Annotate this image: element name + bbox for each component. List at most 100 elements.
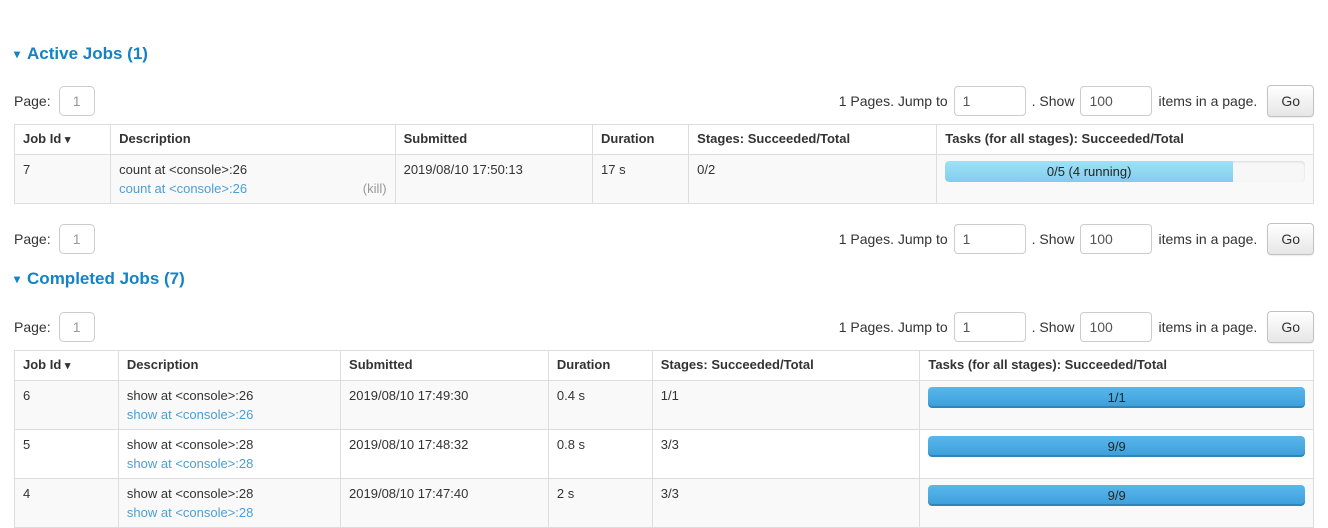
completed-jobs-title: Completed Jobs (7) [27, 269, 185, 289]
submitted-cell: 2019/08/10 17:48:32 [340, 428, 549, 479]
tasks-progress-bar: 9/9 [928, 435, 1305, 457]
col-submitted[interactable]: Submitted [340, 349, 549, 381]
col-stages[interactable]: Stages: Succeeded/Total [688, 124, 938, 156]
active-jobs-pager-top: Page: 1 Pages. Jump to . Show items in a… [14, 85, 1314, 118]
tasks-progress-bar: 1/1 [928, 386, 1305, 408]
items-per-page-input[interactable] [1080, 86, 1153, 117]
active-jobs-pager-bottom: Page: 1 Pages. Jump to . Show items in a… [14, 223, 1314, 256]
page-number-input[interactable] [58, 224, 95, 255]
table-row: 7 count at <console>:26 count at <consol… [13, 154, 1314, 205]
tasks-progress-bar: 9/9 [928, 484, 1305, 506]
items-label: items in a page. [1158, 318, 1258, 335]
job-description: show at <console>:28 [126, 436, 254, 452]
page-label: Page: [14, 93, 51, 110]
job-id-cell: 5 [14, 428, 119, 479]
completed-jobs-pager-top: Page: 1 Pages. Jump to . Show items in a… [14, 310, 1314, 343]
active-jobs-title: Active Jobs (1) [27, 43, 148, 63]
items-label: items in a page. [1158, 231, 1258, 248]
items-per-page-input[interactable] [1080, 224, 1153, 255]
stages-cell: 3/3 [651, 477, 921, 528]
submitted-cell: 2019/08/10 17:47:40 [340, 477, 549, 528]
show-label: . Show [1031, 93, 1075, 110]
table-row: 4 show at <console>:28 show at <console>… [14, 477, 1314, 528]
items-label: items in a page. [1158, 93, 1258, 110]
col-duration[interactable]: Duration [592, 124, 690, 156]
items-per-page-input[interactable] [1080, 311, 1153, 342]
jump-to-page-input[interactable] [953, 224, 1026, 255]
job-description: count at <console>:26 [119, 162, 248, 178]
jump-to-page-input[interactable] [953, 86, 1026, 117]
tasks-progress-label: 9/9 [1107, 438, 1126, 454]
job-id-cell: 7 [13, 154, 112, 205]
job-description: show at <console>:28 [126, 485, 254, 501]
table-header-row: Job Id ▾ Description Submitted Duration … [13, 124, 1314, 156]
duration-cell: 0.8 s [547, 428, 653, 479]
stages-cell: 1/1 [651, 379, 921, 430]
completed-jobs-header[interactable]: ▾ Completed Jobs (7) [14, 270, 1314, 288]
col-tasks[interactable]: Tasks (for all stages): Succeeded/Total [936, 124, 1314, 156]
duration-cell: 17 s [592, 154, 690, 205]
tasks-progress-bar: 0/5 (4 running) [945, 161, 1234, 183]
col-duration[interactable]: Duration [547, 349, 653, 381]
col-description[interactable]: Description [117, 349, 342, 381]
description-cell: count at <console>:26 count at <console>… [110, 154, 396, 205]
tasks-progress-label: 1/1 [1107, 389, 1126, 405]
sort-desc-icon: ▾ [64, 134, 71, 147]
tasks-progress-label: 9/9 [1107, 487, 1126, 503]
col-job-id[interactable]: Job Id ▾ [14, 349, 119, 381]
table-header-row: Job Id ▾ Description Submitted Duration … [14, 349, 1314, 381]
page-number-input[interactable] [58, 311, 95, 342]
stages-cell: 0/2 [688, 154, 938, 205]
go-button[interactable]: Go [1267, 310, 1314, 343]
job-description: show at <console>:26 [126, 387, 254, 403]
table-row: 5 show at <console>:28 show at <console>… [14, 428, 1314, 479]
tasks-progress: 9/9 [928, 435, 1305, 457]
page-label: Page: [14, 318, 51, 335]
job-detail-link[interactable]: show at <console>:28 [126, 455, 254, 471]
completed-jobs-table: Job Id ▾ Description Submitted Duration … [14, 349, 1314, 528]
tasks-cell: 1/1 [919, 379, 1314, 430]
table-row: 6 show at <console>:26 show at <console>… [14, 379, 1314, 430]
page-number-input[interactable] [58, 86, 95, 117]
submitted-cell: 2019/08/10 17:49:30 [340, 379, 549, 430]
col-tasks[interactable]: Tasks (for all stages): Succeeded/Total [919, 349, 1314, 381]
active-jobs-header[interactable]: ▾ Active Jobs (1) [14, 43, 1314, 63]
collapse-arrow-icon: ▾ [14, 272, 21, 287]
job-detail-link[interactable]: show at <console>:26 [126, 406, 254, 422]
job-id-cell: 6 [14, 379, 119, 430]
job-detail-link[interactable]: count at <console>:26 [119, 181, 248, 197]
tasks-cell: 9/9 [919, 477, 1314, 528]
col-submitted[interactable]: Submitted [394, 124, 594, 156]
description-cell: show at <console>:26 show at <console>:2… [117, 379, 342, 430]
duration-cell: 0.4 s [547, 379, 653, 430]
show-label: . Show [1031, 318, 1075, 335]
job-detail-link[interactable]: show at <console>:28 [126, 504, 254, 520]
tasks-progress: 1/1 [928, 386, 1305, 408]
tasks-cell: 0/5 (4 running) [936, 154, 1314, 205]
col-job-id[interactable]: Job Id ▾ [13, 124, 112, 156]
stages-cell: 3/3 [651, 428, 921, 479]
submitted-cell: 2019/08/10 17:50:13 [394, 154, 594, 205]
col-description[interactable]: Description [110, 124, 396, 156]
show-label: . Show [1031, 231, 1075, 248]
active-jobs-table: Job Id ▾ Description Submitted Duration … [13, 124, 1314, 205]
col-stages[interactable]: Stages: Succeeded/Total [651, 349, 921, 381]
kill-link[interactable]: (kill) [362, 181, 387, 197]
collapse-arrow-icon: ▾ [14, 46, 21, 61]
sort-desc-icon: ▾ [64, 359, 71, 372]
job-id-cell: 4 [14, 477, 119, 528]
tasks-cell: 9/9 [919, 428, 1314, 479]
duration-cell: 2 s [547, 477, 653, 528]
jump-to-page-input[interactable] [953, 311, 1026, 342]
go-button[interactable]: Go [1267, 223, 1314, 256]
tasks-progress-label: 0/5 (4 running) [1046, 164, 1132, 180]
page-label: Page: [14, 231, 51, 248]
go-button[interactable]: Go [1267, 85, 1314, 118]
tasks-progress: 0/5 (4 running) [945, 161, 1305, 183]
pages-info: 1 Pages. Jump to [838, 231, 948, 248]
pages-info: 1 Pages. Jump to [838, 318, 948, 335]
description-cell: show at <console>:28 show at <console>:2… [117, 428, 342, 479]
pages-info: 1 Pages. Jump to [838, 93, 948, 110]
description-cell: show at <console>:28 show at <console>:2… [117, 477, 342, 528]
